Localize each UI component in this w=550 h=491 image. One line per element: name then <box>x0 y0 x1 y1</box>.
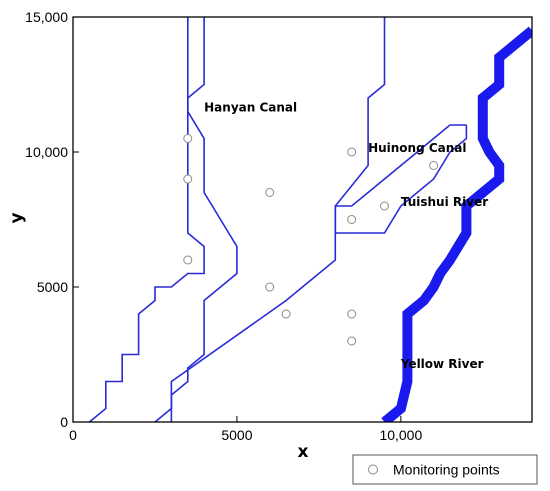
monitoring-point-9 <box>379 201 389 211</box>
monitoring-point-12 <box>347 336 357 346</box>
monitoring-point-10 <box>429 161 439 170</box>
hanyan-canal-label: Hanyan Canal <box>204 101 297 115</box>
monitoring-point-6 <box>281 309 291 319</box>
legend-box <box>352 454 538 485</box>
y-axis-title: y <box>7 212 27 223</box>
yellow-river-label: Yellow River <box>400 357 484 371</box>
monitoring-point-11 <box>347 309 357 319</box>
x-tick-label-10000: 10,000 <box>379 427 422 443</box>
y-tick-label-15000: 15,000 <box>25 9 68 25</box>
legend-label: Monitoring points <box>393 462 500 478</box>
huinong-canal-label: Huinong Canal <box>368 141 466 155</box>
monitoring-point-7 <box>347 147 357 157</box>
hanyan-canal-bank-1 <box>88 17 205 422</box>
y-tick-label-10000: 10,000 <box>25 144 68 160</box>
monitoring-point-5 <box>265 282 275 292</box>
tuishui-river-bank-1 <box>335 125 468 234</box>
legend: Monitoring points <box>352 454 538 485</box>
yellow-river-line <box>381 26 532 422</box>
monitoring-point-4 <box>265 188 275 197</box>
monitoring-point-1 <box>183 134 193 143</box>
plot-area: Hanyan Canal Huinong Canal Tuishui River Ye… <box>88 17 532 422</box>
monitoring-point-8 <box>347 215 357 224</box>
plot-content <box>88 17 532 422</box>
y-tick-label-0: 0 <box>60 414 68 430</box>
x-tick-label-5000: 5000 <box>221 427 252 443</box>
legend-marker <box>368 464 378 475</box>
tuishui-river-label: Tuishui River <box>401 195 488 209</box>
y-tick-label-5000: 5000 <box>37 279 68 295</box>
axes-frame <box>72 16 533 423</box>
hanyan-canal-bank-2 <box>154 17 238 422</box>
axis-ticks: 0 5000 10,000 0 5000 10,000 15,000 <box>25 9 422 443</box>
x-axis-title: x <box>298 442 309 462</box>
monitoring-point-2 <box>183 174 193 184</box>
plot-frame <box>72 16 533 423</box>
x-tick-label-0: 0 <box>69 427 77 443</box>
tuishui-river-bank-2 <box>334 124 467 233</box>
monitoring-point-3 <box>183 255 193 265</box>
